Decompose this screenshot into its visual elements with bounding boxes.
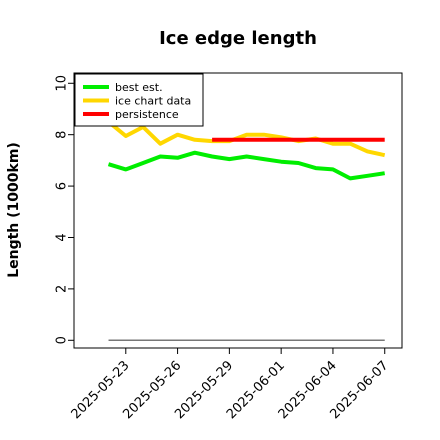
- y-tick-label: 4: [55, 233, 70, 241]
- y-tick-label: 8: [55, 131, 70, 139]
- y-tick-label: 2: [55, 285, 70, 293]
- y-tick-label: 10: [55, 75, 70, 92]
- legend-label-1: ice chart data: [115, 95, 191, 108]
- legend-label-0: best est.: [115, 81, 163, 94]
- y-tick-label: 0: [55, 336, 70, 344]
- y-axis-label: Length (1000km): [6, 142, 22, 278]
- plot-lines: [107, 120, 386, 342]
- series-line-0: [107, 150, 385, 181]
- chart-title: Ice edge length: [159, 28, 317, 49]
- series-line-1: [107, 120, 386, 158]
- y-tick-label: 6: [55, 182, 70, 190]
- legend-label-2: persistence: [115, 108, 179, 121]
- plot-frame: [73, 72, 403, 349]
